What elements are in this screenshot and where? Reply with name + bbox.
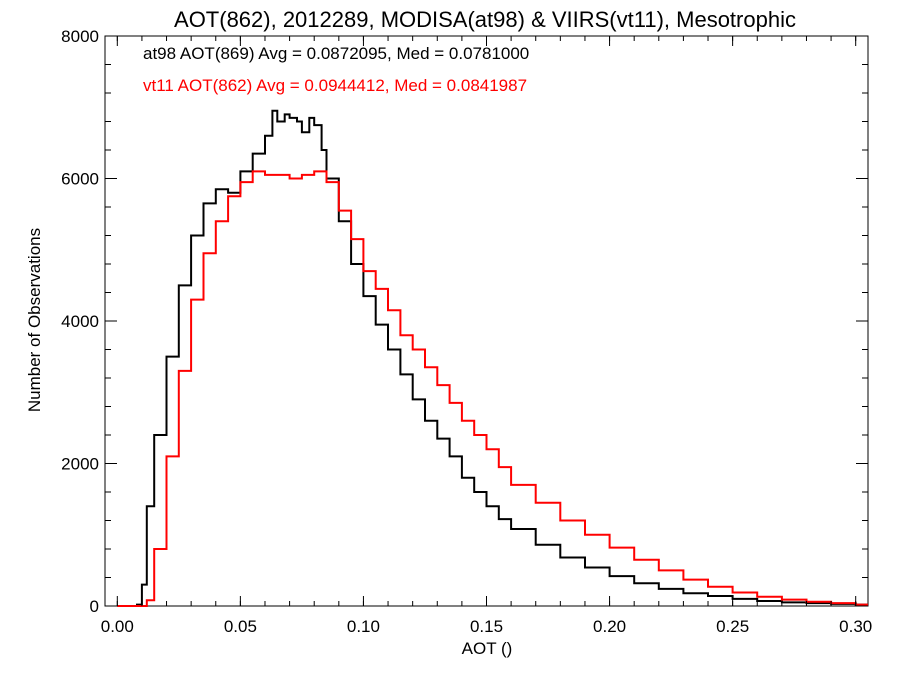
y-tick-label: 6000 (61, 170, 99, 189)
chart-title: AOT(862), 2012289, MODISA(at98) & VIIRS(… (174, 7, 796, 32)
legend-entry-2: vt11 AOT(862) Avg = 0.0944412, Med = 0.0… (143, 76, 527, 95)
x-tick-label: 0.25 (716, 617, 749, 636)
x-tick-label: 0.05 (224, 617, 257, 636)
y-tick-label: 2000 (61, 455, 99, 474)
series-line-1 (117, 109, 868, 607)
y-tick-label: 0 (90, 597, 99, 616)
plot-area (104, 35, 869, 607)
x-tick-label: 0.15 (470, 617, 503, 636)
x-axis-label: AOT () (462, 639, 513, 658)
series-line-2 (117, 170, 868, 607)
plot-frame (104, 35, 869, 607)
x-tick-label: 0.30 (839, 617, 872, 636)
y-tick-label: 4000 (61, 312, 99, 331)
x-tick-label: 0.10 (347, 617, 380, 636)
x-tick-label: 0.00 (101, 617, 134, 636)
y-axis-label: Number of Observations (25, 228, 44, 412)
legend: at98 AOT(869) Avg = 0.0872095, Med = 0.0… (143, 44, 529, 95)
axis-ticks: 0.00 0.05 0.10 0.15 0.20 0.25 0.30 0 2000 4000 600… (61, 27, 872, 636)
y-tick-label: 8000 (61, 27, 99, 46)
x-tick-label: 0.20 (593, 617, 626, 636)
legend-entry-1: at98 AOT(869) Avg = 0.0872095, Med = 0.0… (143, 44, 529, 63)
series-lines (117, 109, 868, 607)
